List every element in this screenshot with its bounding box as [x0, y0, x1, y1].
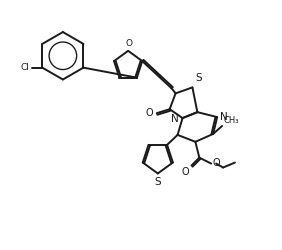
Text: O: O	[182, 166, 190, 176]
Text: O: O	[126, 39, 133, 48]
Text: O: O	[145, 108, 153, 118]
Text: S: S	[155, 178, 161, 188]
Text: Cl: Cl	[21, 63, 29, 72]
Text: CH₃: CH₃	[223, 116, 239, 125]
Text: O: O	[212, 158, 220, 168]
Text: N: N	[220, 112, 228, 122]
Text: N: N	[171, 114, 179, 124]
Text: S: S	[195, 74, 202, 84]
